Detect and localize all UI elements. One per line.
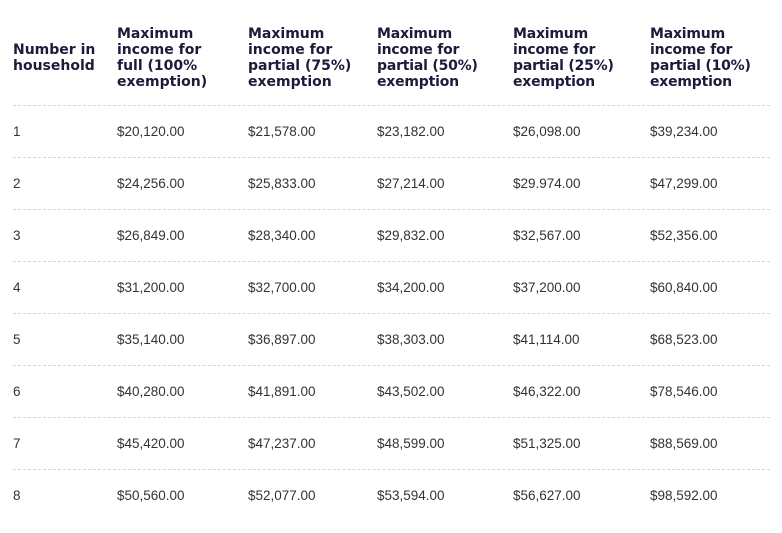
table-cell: $29.974.00 <box>513 176 581 191</box>
column-header: Maximum income for partial (10%) exempti… <box>650 26 751 90</box>
table-cell: $50,560.00 <box>117 488 185 503</box>
table-cell: 5 <box>13 332 21 347</box>
table-cell: 1 <box>13 124 21 139</box>
column-header: Number in household <box>13 42 96 74</box>
table-cell: $47,299.00 <box>650 176 718 191</box>
table-cell: $46,322.00 <box>513 384 581 399</box>
row-separator <box>13 417 770 418</box>
table-cell: $32,567.00 <box>513 228 581 243</box>
table-cell: $53,594.00 <box>377 488 445 503</box>
table-cell: $68,523.00 <box>650 332 718 347</box>
table-cell: $29,832.00 <box>377 228 445 243</box>
table-cell: $40,280.00 <box>117 384 185 399</box>
table-cell: $21,578.00 <box>248 124 316 139</box>
table-cell: $56,627.00 <box>513 488 581 503</box>
row-separator <box>13 261 770 262</box>
row-separator <box>13 209 770 210</box>
table-cell: $24,256.00 <box>117 176 185 191</box>
table-cell: 8 <box>13 488 21 503</box>
table-cell: $45,420.00 <box>117 436 185 451</box>
row-separator <box>13 365 770 366</box>
table-cell: $41,891.00 <box>248 384 316 399</box>
table-cell: $23,182.00 <box>377 124 445 139</box>
row-separator <box>13 313 770 314</box>
table-cell: $78,546.00 <box>650 384 718 399</box>
row-separator <box>13 469 770 470</box>
table-cell: $35,140.00 <box>117 332 185 347</box>
table-cell: $60,840.00 <box>650 280 718 295</box>
table-cell: 2 <box>13 176 21 191</box>
table-cell: $39,234.00 <box>650 124 718 139</box>
table-cell: $37,200.00 <box>513 280 581 295</box>
column-header: Maximum income for partial (25%) exempti… <box>513 26 614 90</box>
table-cell: $98,592.00 <box>650 488 718 503</box>
table-cell: $52,356.00 <box>650 228 718 243</box>
table-cell: $36,897.00 <box>248 332 316 347</box>
table-cell: $38,303.00 <box>377 332 445 347</box>
table-cell: $48,599.00 <box>377 436 445 451</box>
table-cell: $26,098.00 <box>513 124 581 139</box>
table-cell: $31,200.00 <box>117 280 185 295</box>
table-cell: $43,502.00 <box>377 384 445 399</box>
table-cell: $26,849.00 <box>117 228 185 243</box>
table-cell: $41,114.00 <box>513 332 580 347</box>
table-cell: $34,200.00 <box>377 280 445 295</box>
table-cell: $47,237.00 <box>248 436 316 451</box>
table-cell: 4 <box>13 280 21 295</box>
table-cell: $52,077.00 <box>248 488 316 503</box>
table-cell: $20,120.00 <box>117 124 185 139</box>
table-cell: 6 <box>13 384 21 399</box>
table-cell: $32,700.00 <box>248 280 316 295</box>
row-separator <box>13 105 770 106</box>
table-cell: $27,214.00 <box>377 176 445 191</box>
column-header: Maximum income for partial (50%) exempti… <box>377 26 478 90</box>
table-cell: 7 <box>13 436 21 451</box>
table-cell: $88,569.00 <box>650 436 718 451</box>
row-separator <box>13 157 770 158</box>
table-cell: $51,325.00 <box>513 436 581 451</box>
column-header: Maximum income for full (100% exemption) <box>117 26 208 90</box>
column-header: Maximum income for partial (75%) exempti… <box>248 26 352 90</box>
table-cell: $25,833.00 <box>248 176 316 191</box>
table-cell: 3 <box>13 228 21 243</box>
table-cell: $28,340.00 <box>248 228 316 243</box>
